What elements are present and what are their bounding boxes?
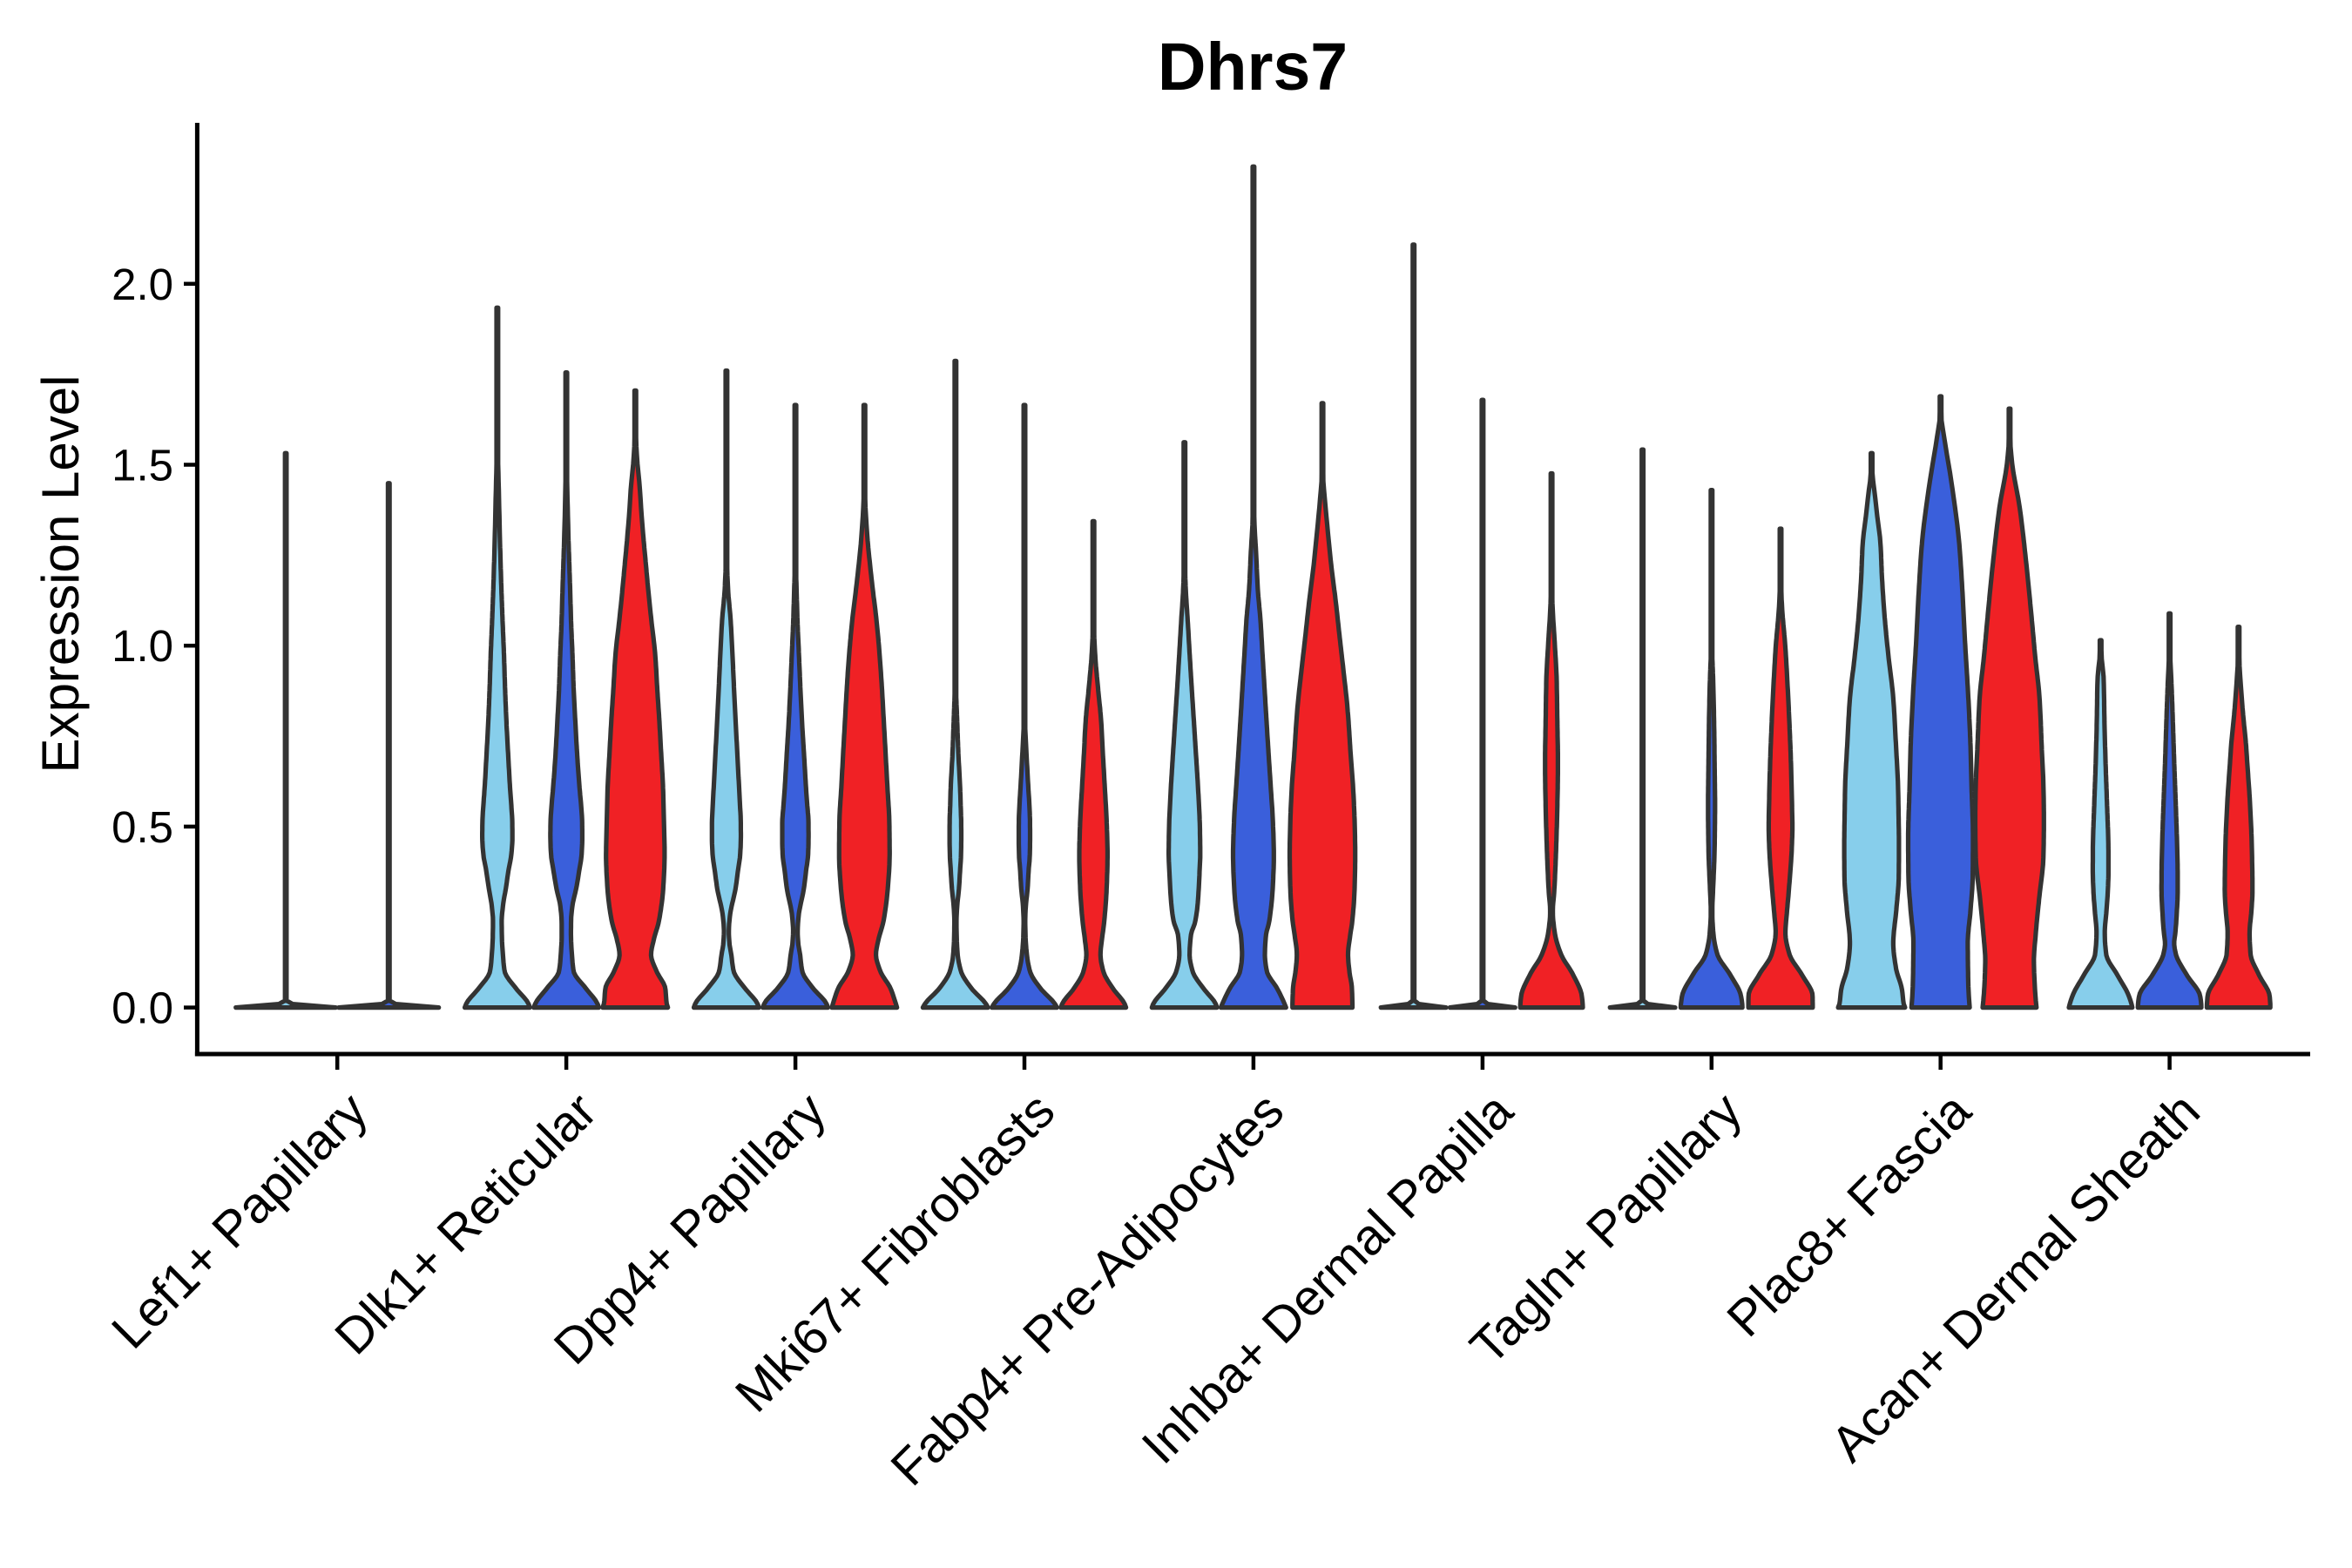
svg-text:Expression Level: Expression Level (31, 375, 90, 774)
svg-text:0.0: 0.0 (112, 983, 173, 1033)
svg-text:1.5: 1.5 (112, 441, 173, 490)
svg-text:1.0: 1.0 (112, 621, 173, 671)
svg-text:2.0: 2.0 (112, 260, 173, 309)
svg-text:Dhrs7: Dhrs7 (1158, 30, 1348, 105)
svg-text:0.5: 0.5 (112, 802, 173, 852)
